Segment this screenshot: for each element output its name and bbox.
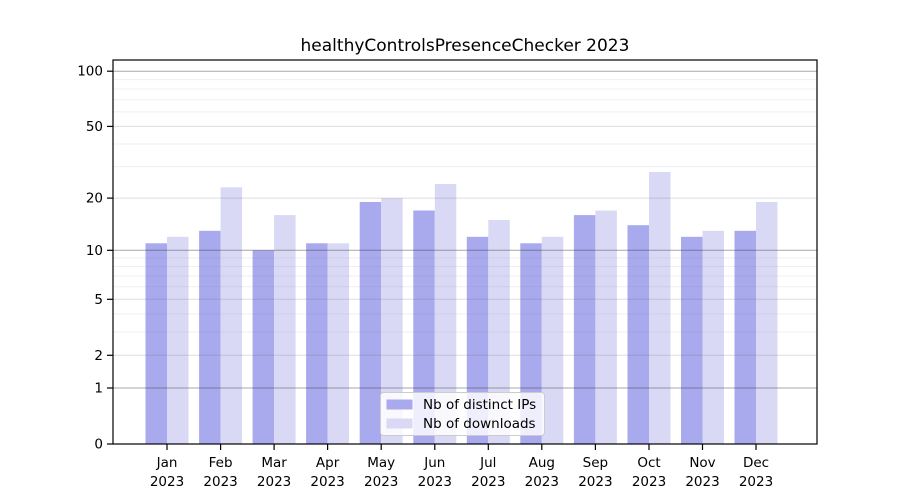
chart-title: healthyControlsPresenceChecker 2023 [301,36,630,56]
bar-downloads-mar [274,215,296,444]
bar-distinct-ips-sep [573,215,596,444]
x-axis-year-label: 2023 [632,474,666,490]
x-axis-year-label: 2023 [471,474,505,490]
x-axis-year-label: 2023 [685,474,719,490]
x-axis-year-label: 2023 [150,474,184,490]
bar-downloads-sep [595,210,617,444]
bar-distinct-ips-oct [627,225,649,444]
x-axis-year-label: 2023 [364,474,398,490]
bar-downloads-jul [488,220,510,444]
x-axis-month-label: Aug [529,455,555,471]
y-axis-tick-label: 10 [86,243,103,259]
x-axis-year-label: 2023 [418,474,452,490]
x-axis-year-label: 2023 [578,474,612,490]
gridlines-group [113,70,817,389]
y-axis-tick-label: 1 [94,381,103,397]
bar-downloads-dec [756,202,778,444]
bar-distinct-ips-apr [306,243,328,444]
bar-distinct-ips-jun [413,210,435,444]
legend-swatch-downloads [386,418,413,429]
plot-border [112,59,818,445]
x-axis-year-label: 2023 [203,474,237,490]
x-axis-month-label: Sep [583,455,608,471]
x-axis-month-label: Oct [637,455,660,471]
y-axis-tick-label: 100 [77,64,103,80]
bar-distinct-ips-mar [252,250,275,444]
x-axis-year-label: 2023 [525,474,559,490]
y-axis-tick-label: 20 [86,191,103,207]
y-axis-tick-label: 50 [86,119,103,135]
bar-downloads-jun [434,184,457,444]
bar-distinct-ips-feb [199,230,221,444]
x-axis-month-label: May [367,455,395,471]
bar-distinct-ips-may [359,202,382,444]
y-axis-tick-label: 5 [94,292,103,308]
bar-downloads-feb [220,187,243,445]
bar-downloads-oct [649,172,671,444]
legend-label-downloads: Nb of downloads [423,416,536,432]
x-axis-month-label: Jun [423,455,445,471]
x-axis-year-label: 2023 [257,474,291,490]
bar-downloads-apr [327,243,350,444]
x-axis-year-label: 2023 [310,474,344,490]
legend-swatch-distinct-ips [386,399,413,410]
x-axis-month-label: Nov [689,455,715,471]
x-axis-month-label: Feb [209,455,233,471]
legend-label-distinct-ips: Nb of distinct IPs [423,397,536,413]
x-axis-month-label: Jul [479,455,496,471]
bar-distinct-ips-dec [734,230,756,444]
x-axis-month-label: Apr [316,455,340,471]
bar-downloads-nov [702,230,724,444]
bar-distinct-ips-jan [145,243,167,444]
legend-frame [380,392,545,436]
bar-downloads-jan [167,236,189,444]
x-axis-month-label: Dec [743,455,769,471]
x-axis-year-label: 2023 [739,474,773,490]
x-axis-month-label: Mar [261,455,287,471]
y-axis-tick-label: 2 [94,348,103,364]
bar-downloads-aug [541,236,564,444]
x-axis-month-label: Jan [156,455,178,471]
bar-distinct-ips-nov [681,236,703,444]
legend: Nb of distinct IPs Nb of downloads [380,392,545,436]
x-axis: Jan 2023 Feb 2023 Mar 2023 Apr 2023 May 2023 Jun 20… [150,444,773,490]
y-axis-tick-label: 0 [94,437,103,453]
bar-downloads-may [381,198,403,444]
